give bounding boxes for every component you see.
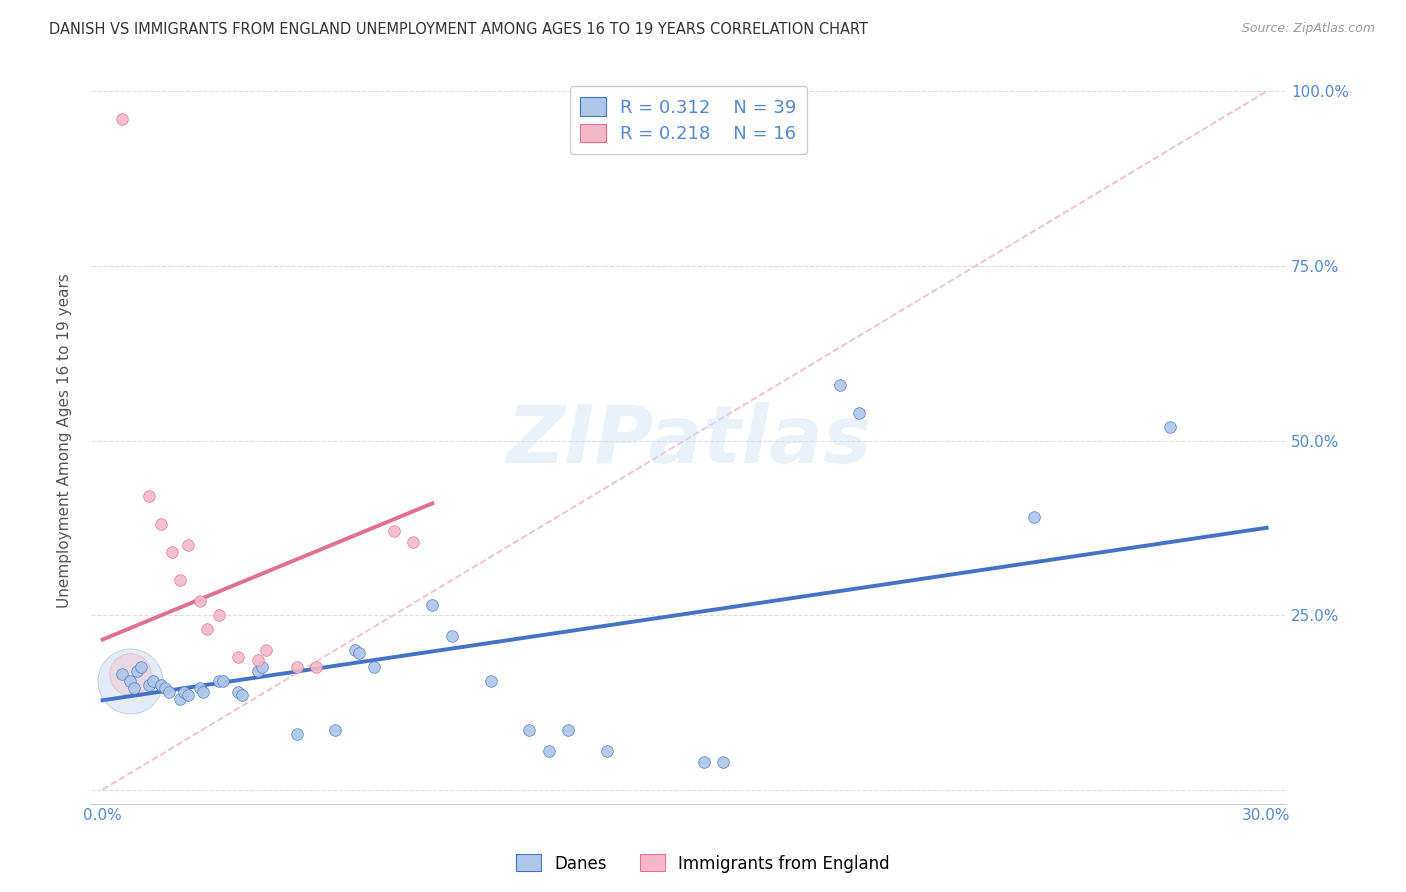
Point — [169, 691, 191, 706]
Point — [111, 112, 134, 127]
Point — [1159, 419, 1181, 434]
Point — [149, 517, 172, 532]
Point — [228, 685, 250, 699]
Text: DANISH VS IMMIGRANTS FROM ENGLAND UNEMPLOYMENT AMONG AGES 16 TO 19 YEARS CORRELA: DANISH VS IMMIGRANTS FROM ENGLAND UNEMPL… — [49, 22, 869, 37]
Point — [173, 685, 195, 699]
Point — [848, 406, 870, 420]
Point — [118, 674, 141, 689]
Point — [131, 660, 153, 674]
Point — [537, 744, 560, 758]
Point — [305, 660, 328, 674]
Point — [177, 689, 200, 703]
Point — [422, 598, 444, 612]
Point — [188, 681, 211, 696]
Point — [208, 608, 231, 623]
Point — [285, 660, 308, 674]
Point — [169, 573, 191, 587]
Y-axis label: Unemployment Among Ages 16 to 19 years: Unemployment Among Ages 16 to 19 years — [58, 273, 72, 608]
Point — [118, 674, 141, 689]
Point — [157, 685, 180, 699]
Point — [347, 647, 370, 661]
Point — [246, 653, 269, 667]
Point — [254, 643, 277, 657]
Point — [285, 727, 308, 741]
Point — [596, 744, 619, 758]
Point — [231, 689, 253, 703]
Point — [363, 660, 385, 674]
Point — [693, 755, 716, 769]
Point — [557, 723, 579, 738]
Point — [479, 674, 502, 689]
Point — [127, 664, 149, 678]
Point — [711, 755, 734, 769]
Point — [149, 678, 172, 692]
Point — [193, 685, 215, 699]
Point — [828, 377, 851, 392]
Point — [246, 664, 269, 678]
Point — [138, 678, 160, 692]
Point — [122, 681, 145, 696]
Point — [162, 545, 184, 559]
Point — [153, 681, 176, 696]
Text: ZIPatlas: ZIPatlas — [506, 401, 870, 480]
Point — [343, 643, 366, 657]
Point — [177, 538, 200, 552]
Point — [325, 723, 347, 738]
Point — [118, 667, 141, 681]
Legend: Danes, Immigrants from England: Danes, Immigrants from England — [509, 847, 897, 880]
Text: Source: ZipAtlas.com: Source: ZipAtlas.com — [1241, 22, 1375, 36]
Point — [142, 674, 165, 689]
Point — [138, 489, 160, 503]
Point — [440, 629, 463, 643]
Point — [188, 594, 211, 608]
Point — [1022, 510, 1045, 524]
Legend: R = 0.312    N = 39, R = 0.218    N = 16: R = 0.312 N = 39, R = 0.218 N = 16 — [569, 87, 807, 154]
Point — [402, 534, 425, 549]
Point — [382, 524, 405, 539]
Point — [250, 660, 273, 674]
Point — [211, 674, 233, 689]
Point — [519, 723, 541, 738]
Point — [111, 667, 134, 681]
Point — [195, 622, 218, 636]
Point — [208, 674, 231, 689]
Point — [228, 650, 250, 665]
